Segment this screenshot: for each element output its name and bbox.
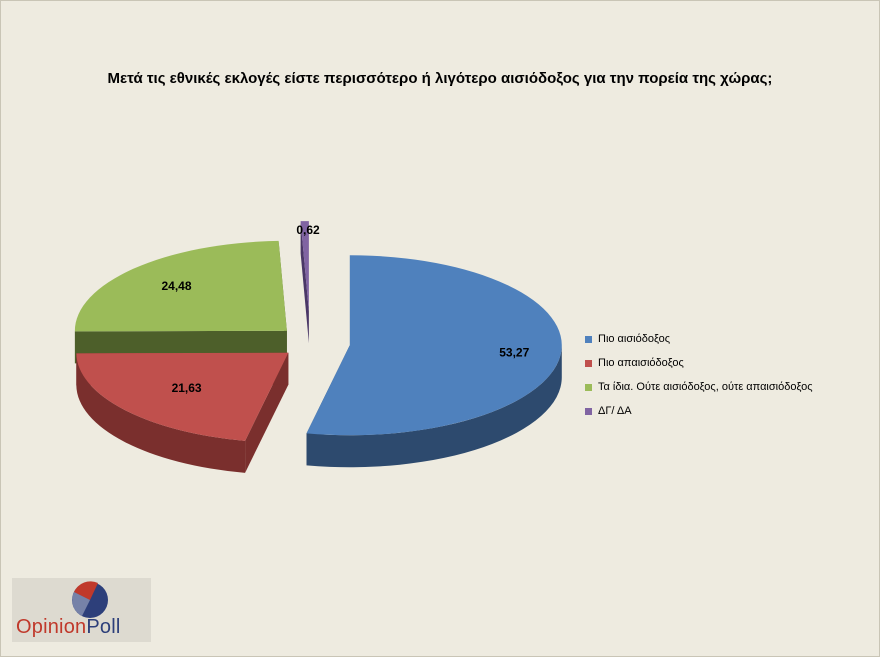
- data-label-3: 24,48: [162, 279, 192, 293]
- chart-legend: Πιο αισιόδοξος Πιο απαισιόδοξος Τα ίδια. Ο…: [585, 327, 813, 423]
- logo-text-opinion: Opinion: [16, 616, 87, 638]
- pie-slice-1: [306, 255, 562, 468]
- logo-text: OpinionPoll: [16, 616, 121, 639]
- data-label-4: 0,62: [296, 223, 320, 237]
- legend-swatch-4: [585, 407, 592, 415]
- logo-text-poll: Poll: [86, 616, 121, 638]
- logo-circle-icon: [72, 581, 108, 618]
- pie-slice-3-top: [74, 240, 287, 332]
- legend-label-4: ΔΓ/ ΔΑ: [598, 405, 632, 417]
- legend-label-2: Πιο απαισιόδοξος: [598, 357, 684, 369]
- legend-label-1: Πιο αισιόδοξος: [598, 333, 671, 345]
- legend-item-2: Πιο απαισιόδοξος: [585, 351, 813, 375]
- legend-item-3: Τα ίδια. Ούτε αισιόδοξος, ούτε απαισιόδο…: [585, 375, 813, 399]
- legend-swatch-3: [585, 383, 592, 391]
- pie-slice-4: [300, 221, 309, 344]
- legend-swatch-1: [585, 335, 592, 343]
- legend-swatch-2: [585, 359, 592, 367]
- pie-slice-2-side-wall-1: [76, 353, 246, 473]
- chart-title: Μετά τις εθνικές εκλογές είστε περισσότε…: [107, 70, 773, 87]
- pie-slice-3: [74, 240, 287, 364]
- pie-slice-1-side-wall-1: [306, 345, 562, 468]
- pie-slice-4-cut-face-1: [300, 221, 309, 344]
- legend-label-3: Τα ίδια. Ούτε αισιόδοξος, ούτε απαισιόδο…: [598, 381, 813, 393]
- pie-slice-2-top: [76, 352, 289, 441]
- legend-item-1: Πιο αισιόδοξος: [585, 327, 813, 351]
- pie-slice-4-top: [300, 221, 309, 312]
- legend-item-4: ΔΓ/ ΔΑ: [585, 399, 813, 423]
- data-label-2: 21,63: [172, 381, 202, 395]
- pie-slice-2: [76, 352, 289, 473]
- pie-slice-1-top: [306, 255, 562, 436]
- data-label-1: 53,27: [499, 345, 529, 359]
- opinion-poll-logo: OpinionPoll: [12, 578, 151, 642]
